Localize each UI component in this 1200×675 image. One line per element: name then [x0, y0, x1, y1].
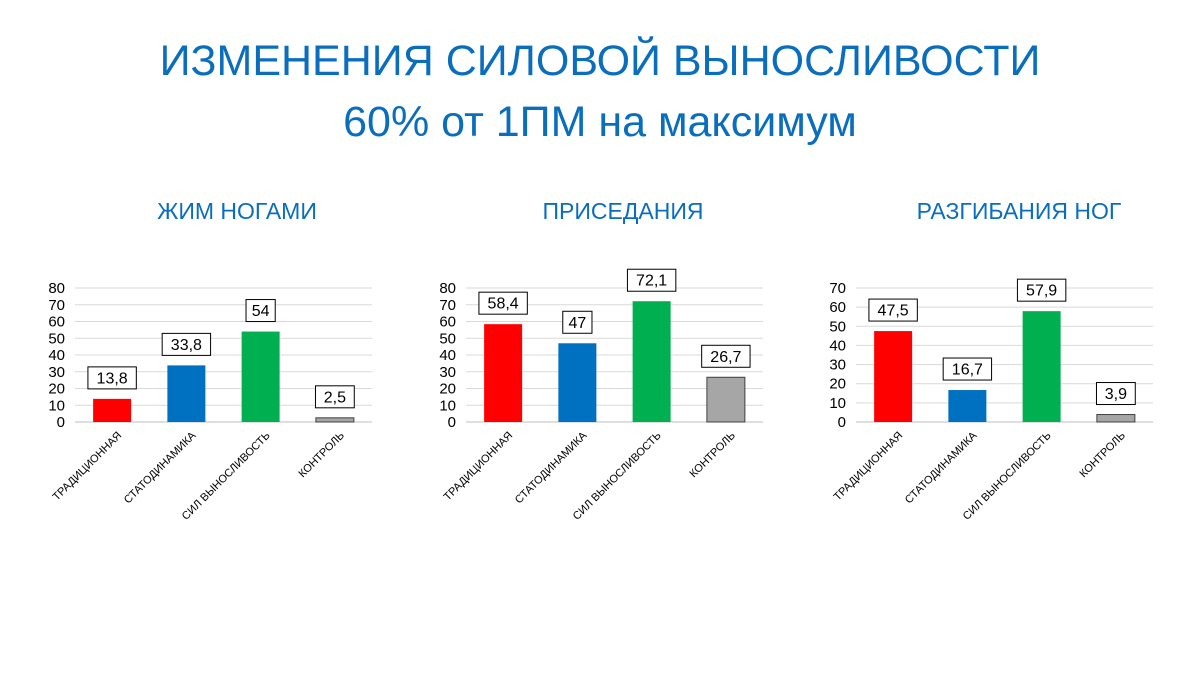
data-label: 47,5	[878, 303, 909, 320]
category-label: ТРАДИЦИОННАЯ	[832, 430, 906, 504]
slide-title: ИЗМЕНЕНИЯ СИЛОВОЙ ВЫНОСЛИВОСТИ	[159, 37, 1041, 85]
y-tick-label: 20	[439, 381, 456, 398]
y-tick-label: 50	[439, 330, 456, 347]
category-label: СТАТОДИНАМИКА	[122, 429, 199, 506]
bar-charts: 0102030405060708013,8ТРАДИЦИОННАЯ33,8СТА…	[48, 268, 1153, 523]
data-label-box	[562, 310, 593, 334]
data-label-box	[245, 299, 276, 323]
data-label-box	[478, 291, 528, 315]
data-label: 3,9	[1105, 386, 1127, 403]
data-label-box	[1095, 382, 1136, 406]
category-label: КОНТРОЛЬ	[687, 430, 738, 481]
bar	[874, 331, 913, 422]
data-label-box	[161, 332, 212, 356]
data-label: 54	[252, 303, 270, 320]
y-tick-label: 80	[48, 280, 65, 297]
bar	[632, 301, 671, 422]
chart-2: 0 10 20 30 40 50 60 70 47,5 ТРАДИЦИОННАЯ 16,7 СТАТО…	[829, 278, 1153, 523]
category-label: СИЛ ВЫНОСЛИВОСТЬ	[180, 430, 273, 523]
data-label: 16,7	[952, 362, 983, 379]
category-label: ТРАДИЦИОННАЯ	[51, 430, 125, 504]
bar	[706, 376, 746, 423]
category-label: КОНТРОЛЬ	[1077, 430, 1128, 481]
y-tick-label: 60	[829, 299, 846, 316]
y-tick-label: 70	[439, 297, 456, 314]
category-label: КОНТРОЛЬ	[296, 430, 347, 481]
bar	[167, 365, 206, 422]
y-tick-label: 0	[838, 414, 846, 431]
y-tick-label: 70	[48, 297, 65, 314]
data-label-box	[314, 385, 355, 409]
y-tick-label: 70	[829, 280, 846, 297]
y-tick-label: 80	[439, 280, 456, 297]
category-label: СИЛ ВЫНОСЛИВОСТЬ	[961, 430, 1054, 523]
bar	[241, 331, 280, 422]
y-tick-label: 20	[48, 381, 65, 398]
y-tick-label: 20	[829, 376, 846, 393]
category-label: СИЛ ВЫНОСЛИВОСТЬ	[571, 430, 664, 523]
y-tick-label: 60	[439, 314, 456, 331]
y-tick-label: 10	[48, 397, 65, 414]
y-tick-label: 30	[829, 357, 846, 374]
data-label: 2,5	[324, 389, 346, 406]
data-label-box	[87, 366, 137, 390]
category-label: СТАТОДИНАМИКА	[513, 429, 590, 506]
bar	[315, 417, 355, 423]
data-label-box	[1016, 278, 1067, 302]
chart-title-leg-extension: РАЗГИБАНИЯ НОГ	[916, 198, 1122, 224]
bar	[948, 390, 987, 422]
y-tick-label: 30	[48, 364, 65, 381]
data-label: 13,8	[97, 370, 128, 387]
bar	[93, 398, 132, 422]
category-label: ТРАДИЦИОННАЯ	[442, 430, 516, 504]
slide-subtitle: 60% от 1ПМ на максимум	[343, 98, 857, 146]
data-label-box	[942, 357, 993, 381]
y-tick-label: 0	[448, 414, 456, 431]
data-label-box	[626, 268, 677, 292]
category-label: СТАТОДИНАМИКА	[903, 429, 980, 506]
data-label: 26,7	[710, 349, 741, 366]
y-tick-label: 0	[57, 414, 65, 431]
bar	[1022, 311, 1061, 422]
y-tick-label: 10	[829, 395, 846, 412]
y-tick-label: 50	[829, 318, 846, 335]
bar	[1096, 414, 1136, 423]
data-label: 47	[568, 315, 586, 332]
chart-title-leg-press: ЖИМ НОГАМИ	[157, 198, 317, 224]
y-tick-label: 60	[48, 314, 65, 331]
data-label-box	[868, 298, 918, 322]
bar	[484, 324, 523, 422]
y-tick-label: 30	[439, 364, 456, 381]
y-tick-label: 40	[439, 347, 456, 364]
data-label: 57,9	[1026, 283, 1057, 300]
y-tick-label: 50	[48, 330, 65, 347]
data-label: 72,1	[636, 273, 667, 290]
y-tick-label: 10	[439, 397, 456, 414]
data-label: 33,8	[171, 337, 202, 354]
data-label-box	[701, 344, 751, 368]
chart-title-squats: ПРИСЕДАНИЯ	[542, 198, 704, 224]
data-label: 58,4	[488, 296, 519, 313]
y-tick-label: 40	[829, 337, 846, 354]
bar	[558, 343, 597, 422]
y-tick-label: 40	[48, 347, 65, 364]
